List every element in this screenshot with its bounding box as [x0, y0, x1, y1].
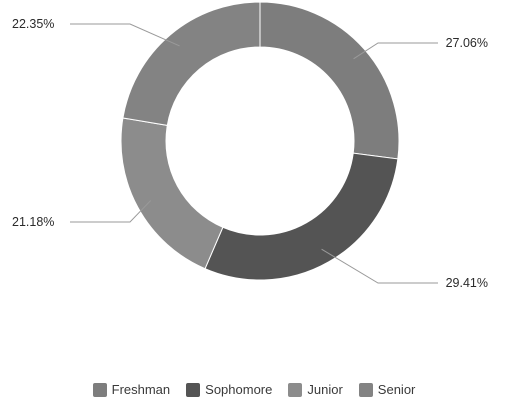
legend-label-freshman: Freshman	[111, 382, 171, 397]
donut-slices	[120, 1, 400, 281]
leader-line-junior	[70, 200, 152, 223]
slice-senior	[122, 1, 261, 126]
label-freshman: 27.06%	[446, 36, 488, 50]
legend-item-freshman: Freshman	[92, 382, 171, 397]
slice-labels: 27.06% 29.41% 21.18% 22.35%	[12, 17, 488, 290]
slice-sophomore	[204, 152, 399, 281]
slice-junior	[120, 117, 224, 270]
legend-item-junior: Junior	[288, 382, 343, 397]
leader-line-freshman	[353, 42, 438, 60]
legend-label-junior: Junior	[307, 382, 343, 397]
leader-line-senior	[70, 23, 180, 47]
label-senior: 22.35%	[12, 17, 54, 31]
leader-line-sophomore	[321, 248, 438, 284]
chart-legend: Freshman Sophomore Junior Senior	[0, 382, 508, 397]
legend-swatch-sophomore	[186, 382, 201, 397]
legend-label-senior: Senior	[377, 382, 416, 397]
legend-swatch-senior	[358, 382, 373, 397]
leader-lines	[70, 23, 438, 284]
label-sophomore: 29.41%	[446, 276, 488, 290]
legend-item-sophomore: Sophomore	[186, 382, 272, 397]
legend-swatch-junior	[288, 382, 303, 397]
legend-label-sophomore: Sophomore	[205, 382, 273, 397]
slice-freshman	[259, 1, 400, 160]
legend-swatch-freshman	[92, 382, 107, 397]
label-junior: 21.18%	[12, 215, 54, 229]
legend-item-senior: Senior	[358, 382, 416, 397]
